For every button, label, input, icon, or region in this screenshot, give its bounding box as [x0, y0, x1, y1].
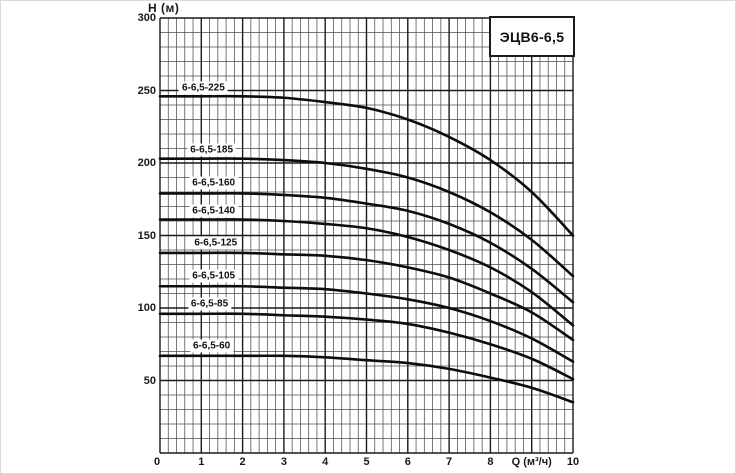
curve-label-6-6,5-140: 6-6,5-140 [189, 204, 239, 218]
curve-label-6-6,5-225: 6-6,5-225 [178, 81, 228, 95]
curve-label-6-6,5-85: 6-6,5-85 [187, 297, 232, 311]
curve-label-6-6,5-60: 6-6,5-60 [190, 339, 234, 353]
chart-title: ЭЦВ6-6,5 [499, 28, 565, 45]
y-tick-label: 300 [137, 12, 156, 24]
chart-title-box: ЭЦВ6-6,5 [489, 16, 575, 57]
x-tick-label: 8 [487, 456, 494, 468]
x-tick-label: 0 [153, 456, 161, 468]
pump-curve-6-6,5-160 [158, 192, 575, 304]
pump-curve-6-6,5-125 [158, 251, 575, 342]
x-tick-label: 3 [280, 456, 287, 468]
pump-curve-6-6,5-105 [158, 284, 575, 363]
curve-label-6-6,5-125: 6-6,5-125 [191, 236, 241, 250]
pump-curves [158, 94, 575, 404]
x-tick-label: 1 [198, 456, 205, 468]
x-tick-label: 7 [446, 456, 453, 468]
x-tick-label: 2 [239, 456, 246, 468]
y-tick-label: 50 [143, 374, 156, 387]
y-tick-label: 150 [137, 229, 156, 242]
pump-curve-6-6,5-225 [158, 94, 575, 237]
pump-curve-6-6,5-185 [158, 157, 575, 278]
y-tick-label: 200 [137, 157, 156, 169]
pump-curve-6-6,5-60 [158, 354, 575, 404]
x-axis-unit-label: Q (м³/ч) [511, 456, 552, 468]
x-tick-label: 4 [322, 456, 329, 468]
x-tick-label: 10 [566, 456, 580, 468]
curve-label-6-6,5-105: 6-6,5-105 [189, 269, 239, 283]
y-tick-label: 250 [137, 84, 156, 97]
curve-label-6-6,5-160: 6-6,5-160 [189, 176, 239, 190]
pump-curve-6-6,5-140 [158, 218, 575, 327]
pump-curve-6-6,5-85 [158, 312, 575, 381]
curve-label-6-6,5-185: 6-6,5-185 [187, 143, 237, 157]
x-tick-label: 5 [363, 456, 370, 468]
y-axis-title: H (м) [148, 1, 180, 15]
x-tick-label: 6 [404, 456, 411, 468]
y-tick-label: 100 [137, 302, 156, 314]
